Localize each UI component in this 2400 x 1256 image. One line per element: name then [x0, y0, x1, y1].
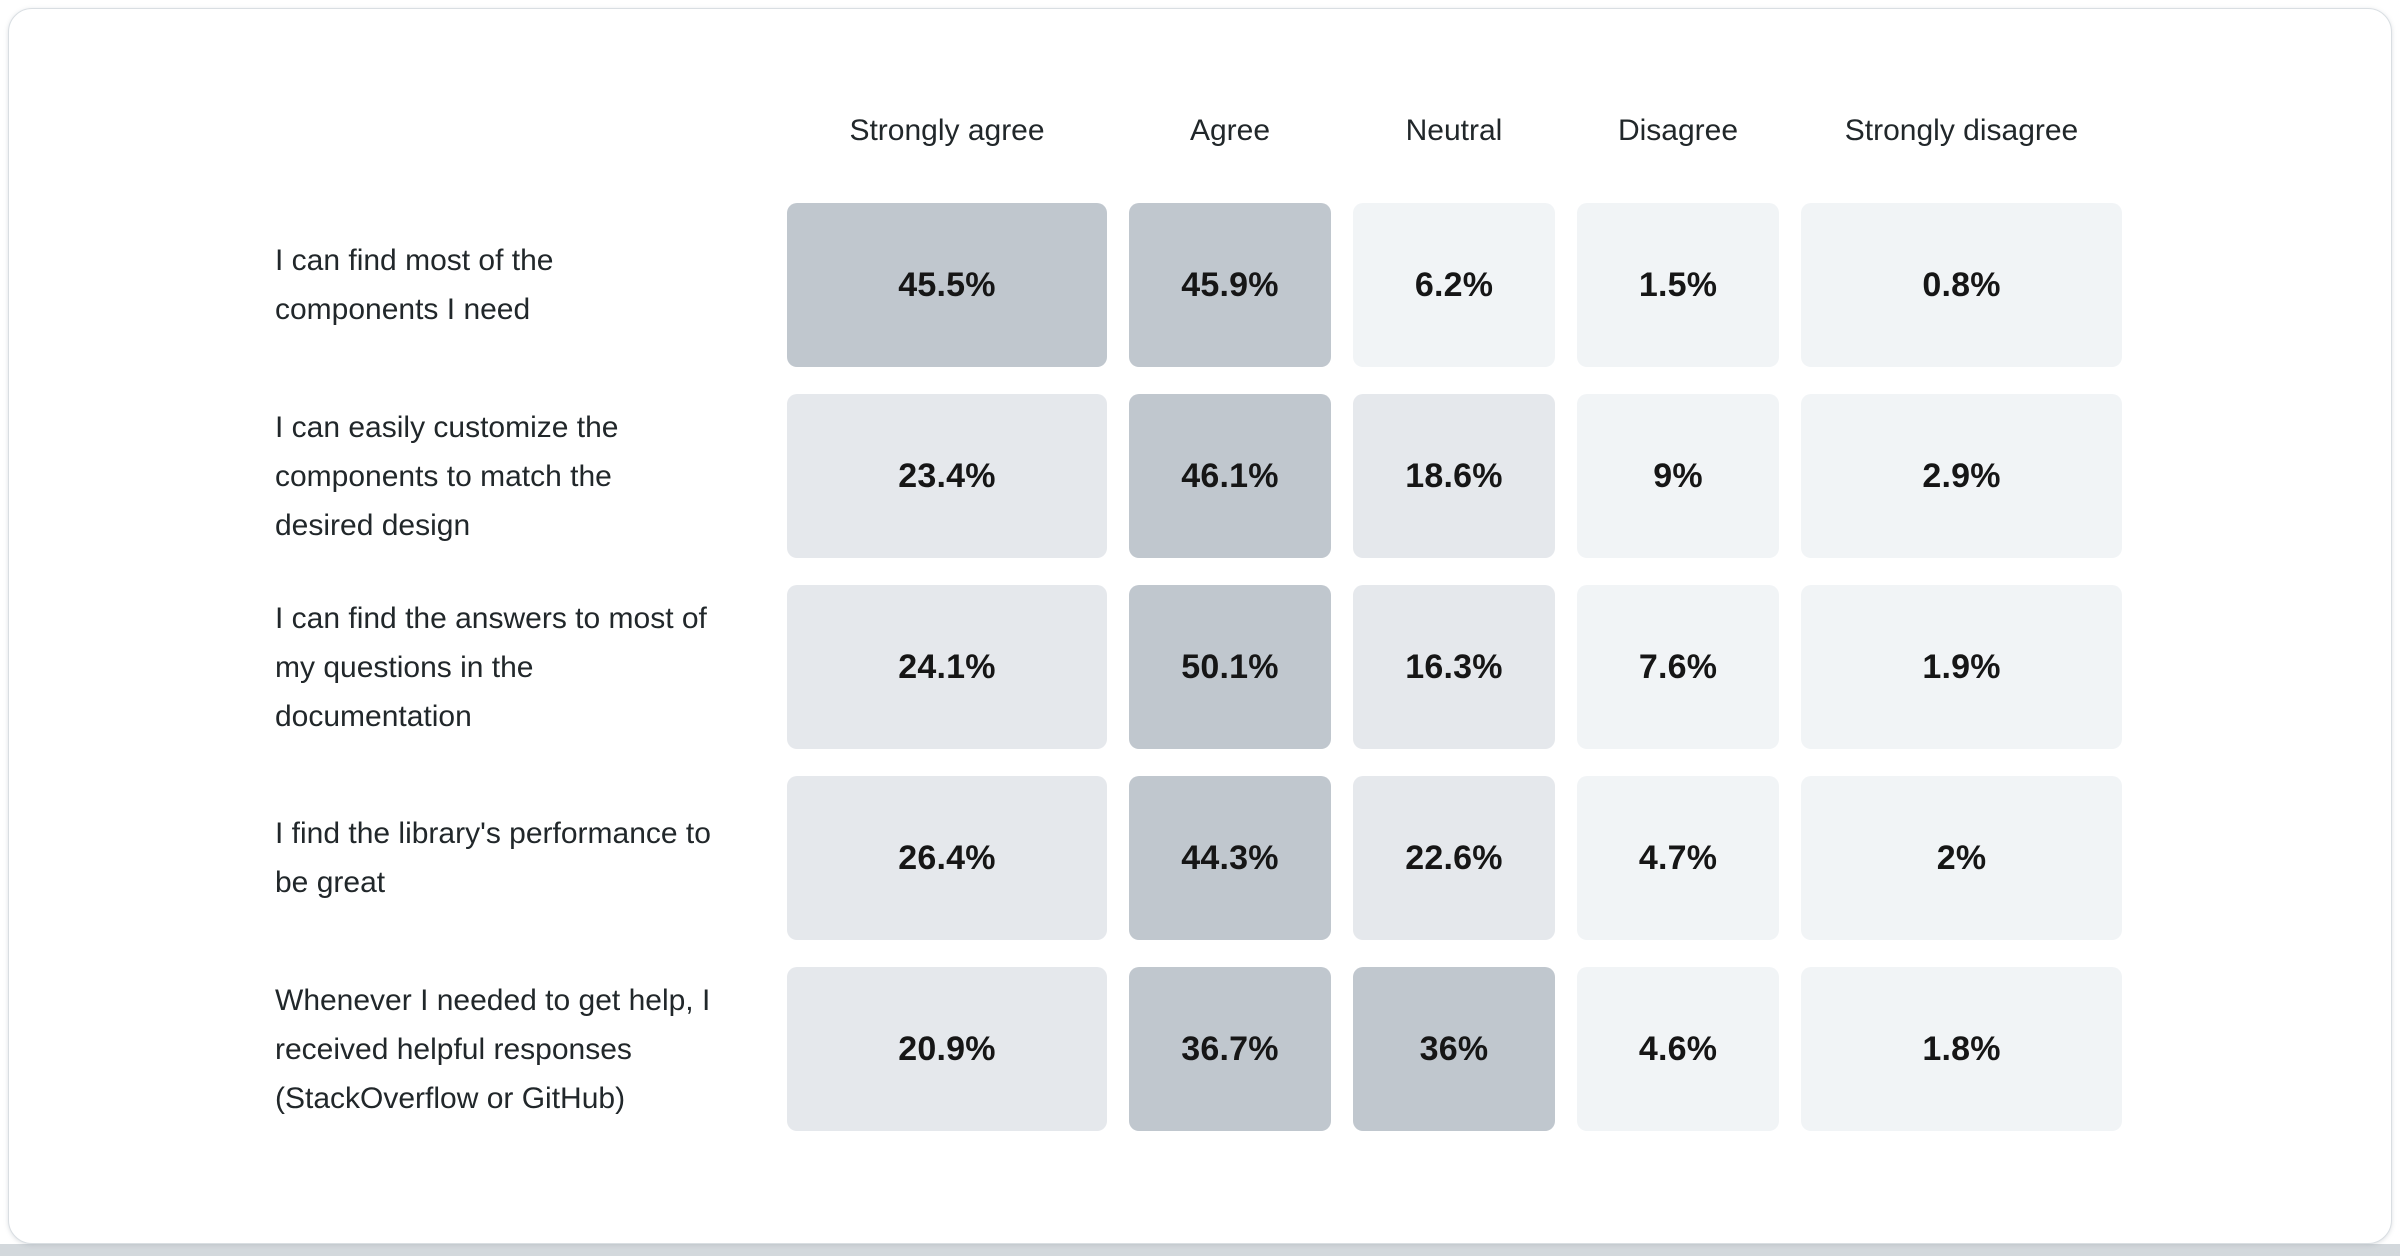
heatmap-cell: 9% — [1577, 394, 1779, 558]
row-label-text: I can easily customize the components to… — [275, 410, 619, 542]
row-label: I can easily customize the components to… — [275, 394, 765, 558]
page-bottom-strip — [0, 1244, 2400, 1256]
row-label: I find the library's performance to be g… — [275, 776, 765, 940]
heatmap-cell: 2% — [1801, 776, 2122, 940]
heatmap-cell: 46.1% — [1129, 394, 1331, 558]
heatmap-cell: 1.8% — [1801, 967, 2122, 1131]
heatmap-cell: 36.7% — [1129, 967, 1331, 1131]
heatmap-cell: 0.8% — [1801, 203, 2122, 367]
heatmap-cell: 44.3% — [1129, 776, 1331, 940]
heatmap-cell: 4.6% — [1577, 967, 1779, 1131]
row-label: I can find the answers to most of my que… — [275, 585, 765, 749]
column-header: Strongly disagree — [1844, 114, 2079, 147]
heatmap-cell: 1.9% — [1801, 585, 2122, 749]
row-label: Whenever I needed to get help, I receive… — [275, 967, 765, 1131]
table-row: I can find most of the components I need… — [275, 203, 2391, 367]
heatmap-cell: 50.1% — [1129, 585, 1331, 749]
column-header: Neutral — [1405, 114, 1503, 147]
survey-rows: I can find most of the components I need… — [275, 203, 2391, 1131]
heatmap-cell: 2.9% — [1801, 394, 2122, 558]
heatmap-cell: 45.5% — [787, 203, 1107, 367]
row-label-text: I find the library's performance to be g… — [275, 817, 711, 899]
survey-card: Strongly agree Agree Neutral Disagree Strong… — [8, 8, 2392, 1244]
heatmap-cell: 22.6% — [1353, 776, 1555, 940]
heatmap-cell: 4.7% — [1577, 776, 1779, 940]
table-row: I can find the answers to most of my que… — [275, 585, 2391, 749]
heatmap-cell: 45.9% — [1129, 203, 1331, 367]
heatmap-cell: 26.4% — [787, 776, 1107, 940]
column-header: Disagree — [1617, 114, 1739, 147]
row-label-text: I can find the answers to most of my que… — [275, 601, 707, 733]
heatmap-cell: 20.9% — [787, 967, 1107, 1131]
row-label: I can find most of the components I need — [275, 203, 765, 367]
column-header-row: Strongly agree Agree Neutral Disagree Strong… — [275, 109, 2391, 153]
table-row: I can easily customize the components to… — [275, 394, 2391, 558]
heatmap-cell: 36% — [1353, 967, 1555, 1131]
heatmap-cell: 23.4% — [787, 394, 1107, 558]
row-label-text: Whenever I needed to get help, I receive… — [275, 983, 711, 1115]
heatmap-cell: 7.6% — [1577, 585, 1779, 749]
heatmap-cell: 6.2% — [1353, 203, 1555, 367]
heatmap-cell: 16.3% — [1353, 585, 1555, 749]
table-row: Whenever I needed to get help, I receive… — [275, 967, 2391, 1131]
table-row: I find the library's performance to be g… — [275, 776, 2391, 940]
row-label-text: I can find most of the components I need — [275, 244, 554, 326]
column-header: Agree — [1189, 114, 1271, 147]
column-header: Strongly agree — [849, 114, 1045, 147]
heatmap-cell: 24.1% — [787, 585, 1107, 749]
heatmap-cell: 18.6% — [1353, 394, 1555, 558]
heatmap-cell: 1.5% — [1577, 203, 1779, 367]
